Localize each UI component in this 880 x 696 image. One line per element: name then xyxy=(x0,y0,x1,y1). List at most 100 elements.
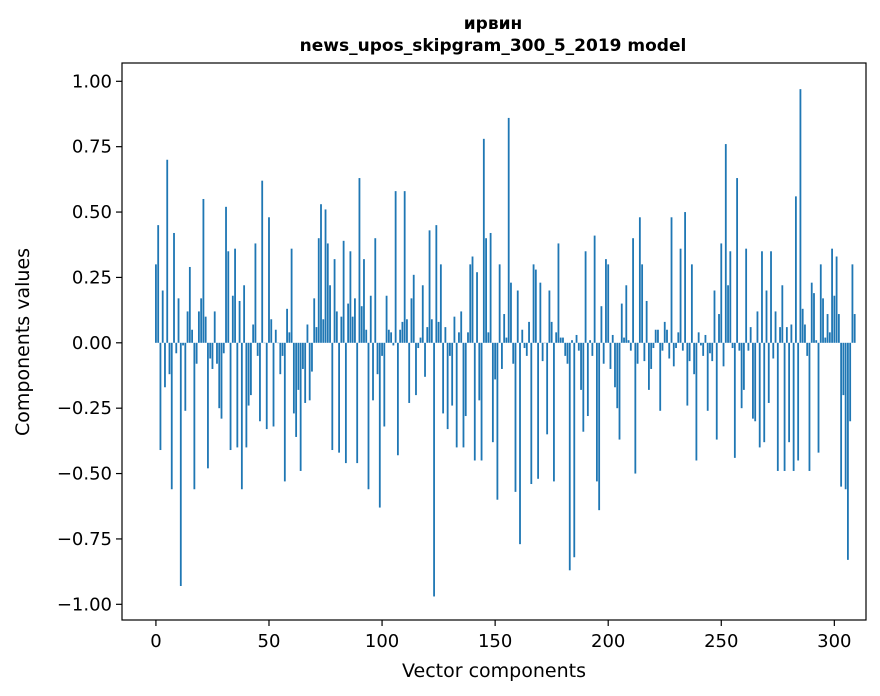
bar-220 xyxy=(652,342,655,349)
y-axis-ticks: −1.00 −0.75 −0.50 −0.25 0.00 0.25 0.50 0.75 1.00 xyxy=(57,71,122,615)
bar-176 xyxy=(553,342,555,482)
bar-272 xyxy=(770,251,772,343)
bar-294 xyxy=(819,264,822,343)
bar-125 xyxy=(437,321,440,343)
bar-175 xyxy=(550,321,553,343)
bar-78 xyxy=(331,342,334,451)
bar-41 xyxy=(247,342,250,406)
bar-209 xyxy=(627,340,630,343)
bar-140 xyxy=(471,256,474,343)
bar-201 xyxy=(609,342,612,369)
bar-126 xyxy=(439,264,442,343)
bar-157 xyxy=(510,282,512,343)
bar-267 xyxy=(758,342,761,448)
bar-275 xyxy=(776,342,779,471)
bar-109 xyxy=(401,321,404,343)
bar-208 xyxy=(625,285,628,343)
bar-58 xyxy=(286,308,288,343)
bar-37 xyxy=(238,300,241,343)
bar-284 xyxy=(797,342,800,461)
bar-66 xyxy=(304,342,307,403)
bar-233 xyxy=(681,342,684,351)
y-tick-label-4: 0.00 xyxy=(72,333,112,354)
bar-215 xyxy=(641,264,644,343)
y-tick-label-1: −0.75 xyxy=(57,529,112,550)
bar-194 xyxy=(593,235,596,343)
bar-95 xyxy=(369,295,372,343)
bar-274 xyxy=(774,311,777,343)
bar-18 xyxy=(195,342,198,364)
bar-183 xyxy=(568,342,571,571)
bar-111 xyxy=(406,319,408,343)
bar-1 xyxy=(157,225,160,343)
bar-68 xyxy=(308,342,311,401)
bar-101 xyxy=(383,342,386,427)
bar-213 xyxy=(636,342,639,364)
bar-204 xyxy=(616,342,619,409)
bar-124 xyxy=(435,225,438,343)
bar-22 xyxy=(204,316,207,343)
bar-242 xyxy=(702,342,705,356)
bar-73 xyxy=(320,204,322,343)
bar-198 xyxy=(602,342,605,364)
bar-184 xyxy=(571,340,573,343)
bar-115 xyxy=(415,342,417,396)
bar-270 xyxy=(765,290,768,343)
bar-150 xyxy=(494,342,497,380)
bar-138 xyxy=(467,332,469,343)
bar-308 xyxy=(851,264,854,343)
bar-153 xyxy=(501,342,503,369)
bar-306 xyxy=(847,342,849,560)
x-tick-label-2: 100 xyxy=(365,631,399,652)
bar-130 xyxy=(448,342,451,356)
bar-91 xyxy=(360,306,363,343)
bar-62 xyxy=(295,342,298,437)
bar-248 xyxy=(715,342,718,440)
bar-71 xyxy=(315,327,318,343)
x-tick-label-4: 200 xyxy=(591,631,625,652)
bar-241 xyxy=(700,342,702,346)
bar-271 xyxy=(767,342,770,403)
bar-296 xyxy=(824,337,827,343)
bar-81 xyxy=(338,342,340,453)
bar-277 xyxy=(781,285,784,343)
bar-34 xyxy=(231,295,234,343)
bar-32 xyxy=(227,251,230,343)
bar-132 xyxy=(453,316,456,343)
bar-50 xyxy=(268,217,270,343)
bar-290 xyxy=(810,282,813,343)
bar-188 xyxy=(580,342,582,390)
bar-199 xyxy=(605,259,607,343)
bar-51 xyxy=(270,319,273,343)
bar-5 xyxy=(166,159,169,343)
bar-262 xyxy=(747,342,750,351)
bar-297 xyxy=(826,314,829,343)
bar-287 xyxy=(804,324,806,343)
bar-197 xyxy=(600,306,603,343)
bar-285 xyxy=(799,89,802,343)
bar-56 xyxy=(281,342,284,356)
bar-212 xyxy=(634,342,637,474)
bar-196 xyxy=(598,342,601,511)
bar-158 xyxy=(512,342,515,364)
bar-249 xyxy=(718,314,720,343)
bar-302 xyxy=(837,314,840,343)
bar-167 xyxy=(532,264,535,343)
bar-288 xyxy=(806,342,809,356)
bar-205 xyxy=(618,342,621,440)
bar-42 xyxy=(249,342,252,396)
bar-128 xyxy=(444,327,447,343)
bar-11 xyxy=(179,342,182,587)
x-axis-ticks: 0 50 100 150 200 250 300 xyxy=(150,620,852,652)
bar-136 xyxy=(462,342,465,448)
bar-259 xyxy=(740,342,743,409)
bar-110 xyxy=(403,191,406,343)
bar-162 xyxy=(521,329,524,343)
bar-253 xyxy=(727,285,729,343)
bar-269 xyxy=(763,342,766,443)
bar-9 xyxy=(175,342,178,354)
bar-72 xyxy=(317,238,320,343)
bar-207 xyxy=(623,337,625,343)
bar-122 xyxy=(430,319,433,343)
bar-67 xyxy=(306,324,309,343)
